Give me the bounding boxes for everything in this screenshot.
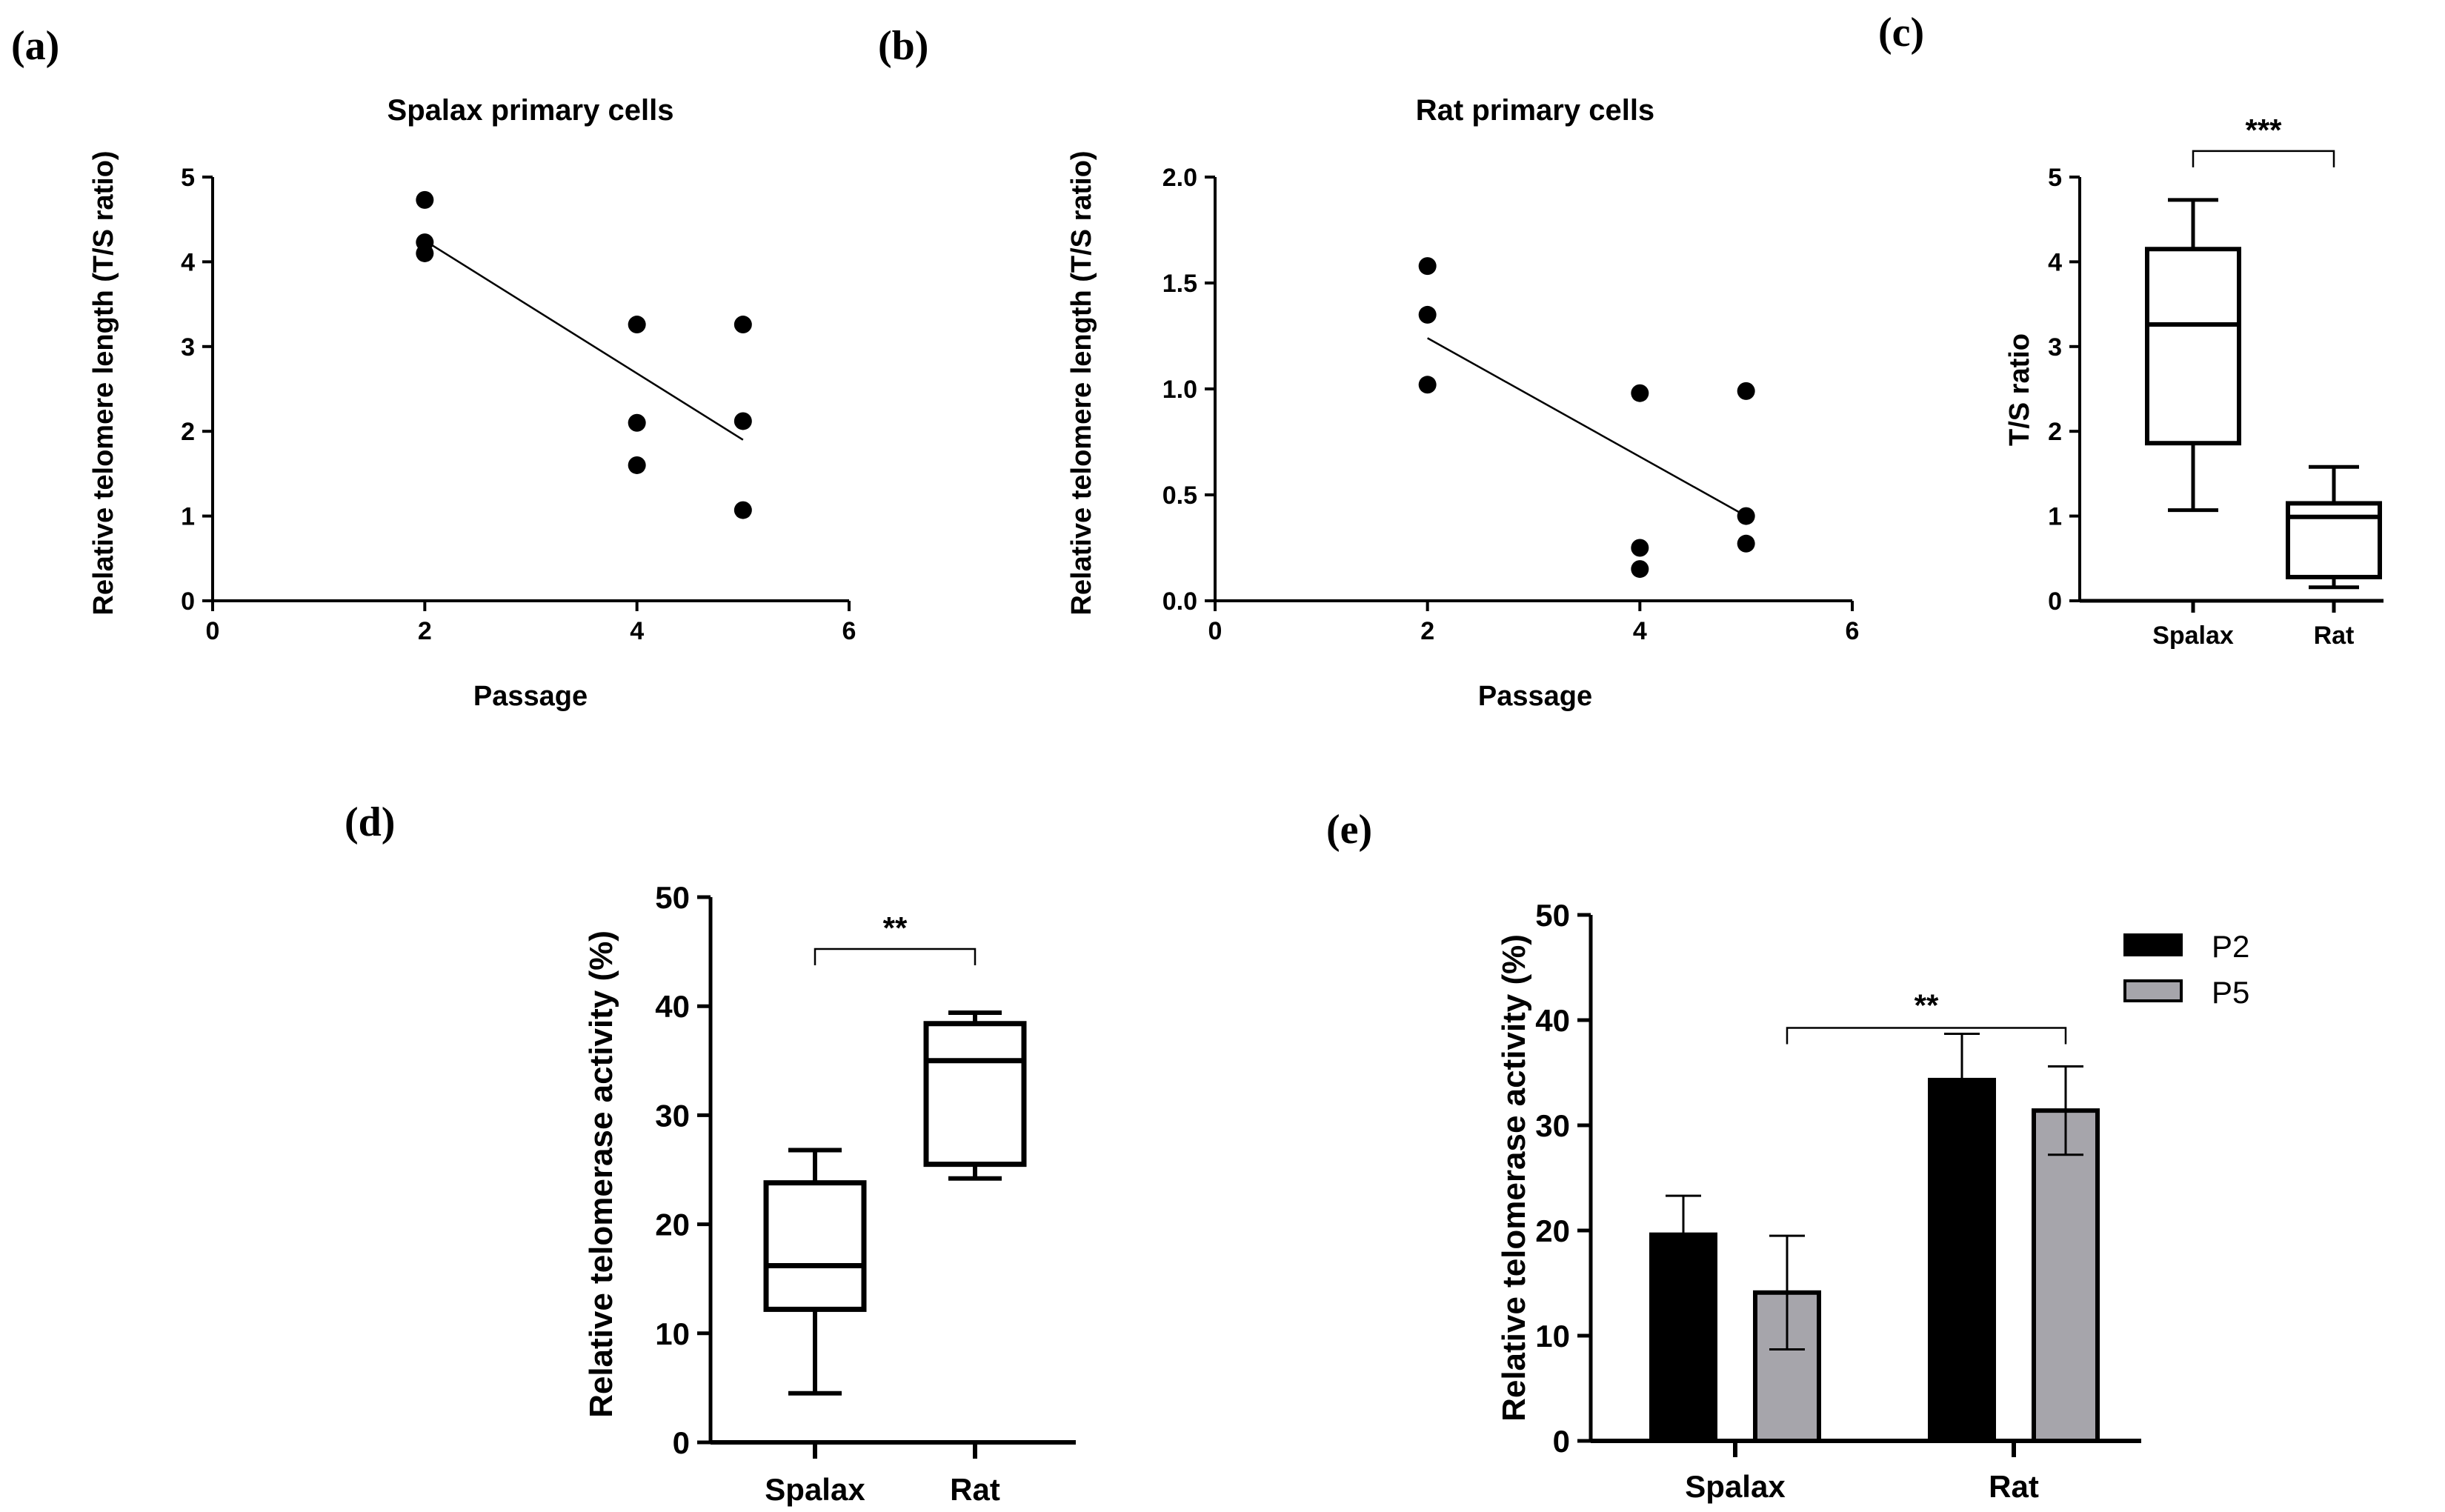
chart-b-y-tick-label: 1.5 (1162, 270, 1197, 298)
chart-a-title: Spalax primary cells (387, 94, 674, 127)
chart-b-ylabel: Relative telomere length (T/S ratio) (1066, 150, 1097, 615)
chart-d-y-tick-label: 20 (655, 1208, 690, 1242)
chart-b-fit-line (1427, 337, 1747, 517)
chart-b-y-tick-label: 1.0 (1162, 376, 1197, 404)
chart-c-box (2145, 247, 2241, 446)
legend-p2-label: P2 (2212, 929, 2249, 964)
chart-b-point (1737, 507, 1755, 525)
chart-a-x-tick-label: 6 (842, 617, 856, 645)
chart-e-y-tick-label: 10 (1535, 1319, 1570, 1353)
chart-a-point (628, 316, 646, 334)
chart-c-y-tick-label: 1 (2048, 503, 2062, 531)
chart-e-significance-label: ** (1915, 988, 1939, 1022)
chart-e-bar-P5 (2032, 1108, 2100, 1443)
chart-a-point (734, 501, 752, 519)
chart-e-x-tick-label: Spalax (1685, 1469, 1786, 1504)
chart-d-y-tick-label: 0 (673, 1425, 690, 1460)
panel-label-a: (a) (11, 23, 59, 69)
chart-b-y-tick-label: 0.5 (1162, 482, 1197, 510)
chart-e-significance-bracket (1786, 1027, 2067, 1045)
chart-e-y-tick-label: 50 (1535, 898, 1570, 933)
chart-d-box (923, 1021, 1027, 1168)
legend-p5-swatch (2123, 979, 2183, 1002)
chart-d-y-tick-label: 50 (655, 880, 690, 915)
chart-d-box (763, 1180, 867, 1312)
chart-b-point (1631, 560, 1649, 579)
chart-b-point (1418, 257, 1437, 276)
chart-e-bar-P2 (1649, 1232, 1717, 1444)
panel-label-e: (e) (1326, 807, 1372, 853)
chart-e-x-tick-label: Rat (1989, 1469, 2039, 1504)
chart-a-y-tick-label: 1 (181, 503, 195, 531)
chart-a-point (416, 244, 434, 262)
chart-a-y-tick-label: 3 (181, 333, 195, 362)
chart-b-point (1631, 539, 1649, 557)
chart-d-y-tick-label: 40 (655, 989, 690, 1024)
chart-a-y-tick-label: 4 (181, 248, 195, 276)
chart-e-y-tick-label: 0 (1553, 1424, 1570, 1459)
chart-c-y-tick-label: 4 (2048, 248, 2062, 276)
chart-b-y-tick-label: 2.0 (1162, 164, 1197, 192)
chart-b-point (1418, 376, 1437, 394)
chart-d-ylabel: Relative telomerase activity (%) (583, 930, 619, 1418)
chart-c-y-tick-label: 2 (2048, 418, 2062, 446)
chart-a-point (734, 316, 752, 334)
chart-a-x-tick-label: 0 (206, 617, 220, 645)
chart-d-y-tick-label: 10 (655, 1316, 690, 1351)
legend-p2-swatch (2123, 933, 2183, 956)
chart-e-y-tick-label: 30 (1535, 1108, 1570, 1143)
chart-a-point (416, 190, 434, 209)
chart-e-y-tick-label: 40 (1535, 1003, 1570, 1038)
chart-d-x-tick-label: Spalax (765, 1472, 865, 1507)
chart-d-significance-label: ** (883, 910, 908, 945)
chart-a-x-tick-label: 4 (630, 617, 644, 645)
chart-a-fit-line (424, 239, 744, 441)
chart-a-point (628, 456, 646, 474)
panel-label-d: (d) (345, 799, 395, 845)
panel-label-c: (c) (1878, 10, 1924, 56)
chart-b-point (1631, 384, 1649, 402)
chart-b-x-tick-label: 2 (1420, 617, 1434, 645)
chart-e-y-tick-label: 20 (1535, 1213, 1570, 1248)
chart-c-ylabel: T/S ratio (2004, 333, 2035, 446)
chart-b-x-tick-label: 4 (1633, 617, 1647, 645)
chart-b-x-tick-label: 6 (1846, 617, 1860, 645)
chart-e-bar-P2 (1928, 1077, 1996, 1443)
chart-a-xlabel: Passage (473, 681, 588, 712)
chart-a-x-tick-label: 2 (418, 617, 432, 645)
chart-c-significance-bracket (2192, 150, 2335, 167)
chart-d-x-tick-label: Rat (950, 1472, 1000, 1507)
chart-a-y-tick-label: 2 (181, 418, 195, 446)
chart-d-significance-bracket (814, 948, 977, 966)
chart-c-y-tick-label: 3 (2048, 333, 2062, 362)
chart-e-ylabel: Relative telomerase activity (%) (1496, 934, 1532, 1422)
chart-a-point (734, 412, 752, 430)
chart-c-y-tick-label: 0 (2048, 587, 2062, 616)
chart-c-x-tick-label: Spalax (2152, 622, 2234, 650)
chart-b-point (1418, 305, 1437, 324)
chart-c-box (2286, 501, 2382, 579)
chart-a-y-tick-label: 5 (181, 164, 195, 192)
chart-c-significance-label: *** (2245, 113, 2282, 147)
chart-a-ylabel: Relative telomere length (T/S ratio) (88, 150, 119, 615)
chart-d-y-tick-label: 30 (655, 1098, 690, 1133)
panel-label-b: (b) (878, 23, 928, 69)
chart-b-xlabel: Passage (1478, 681, 1592, 712)
chart-c-x-tick-label: Rat (2314, 622, 2355, 650)
chart-a-point (628, 413, 646, 432)
chart-a-y-tick-label: 0 (181, 587, 195, 616)
chart-b-title: Rat primary cells (1416, 94, 1654, 127)
chart-c-y-tick-label: 5 (2048, 164, 2062, 192)
chart-b-y-tick-label: 0.0 (1162, 587, 1197, 616)
chart-b-point (1737, 382, 1755, 400)
chart-b-point (1737, 534, 1755, 553)
chart-b-x-tick-label: 0 (1208, 617, 1222, 645)
legend-p5-label: P5 (2212, 975, 2249, 1010)
